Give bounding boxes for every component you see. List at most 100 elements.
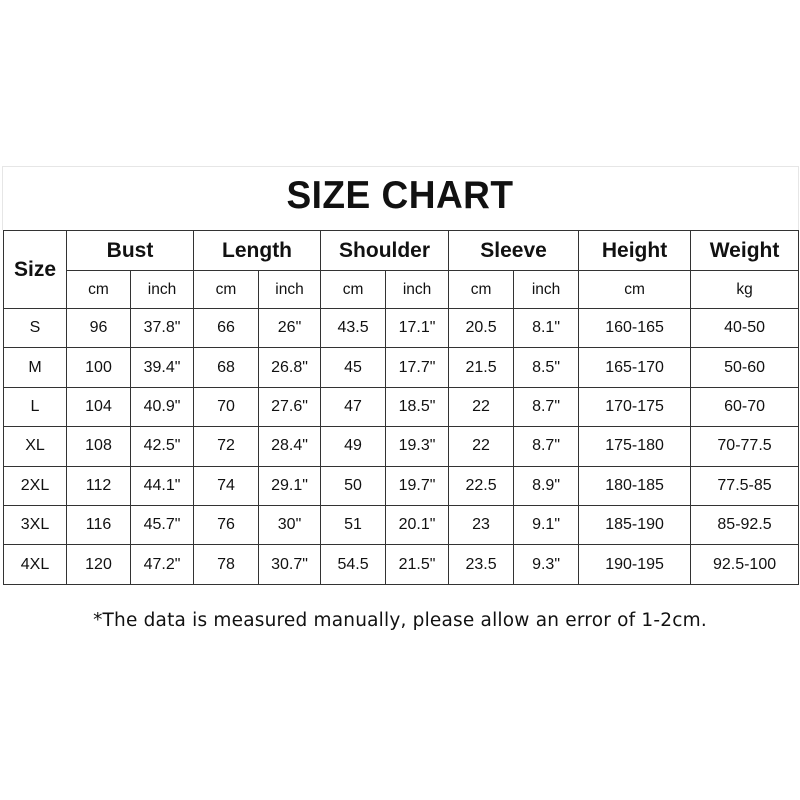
table-cell: 9.3" [513,544,580,585]
table-cell: 21.5" [385,544,450,585]
table-row: S 96 37.8" 66 26" 43.5 17.1" 20.5 8.1" 160-165 40-… [3,307,800,349]
table-cell: 8.7" [513,426,580,467]
table-cell: 45 [320,347,387,388]
table-cell: 104 [66,386,131,428]
table-cell: 18.5" [385,386,450,428]
unit-cell: cm [448,270,515,309]
table-cell: 20.5 [448,307,515,349]
table-cell: 40-50 [690,307,800,349]
table-body: S 96 37.8" 66 26" 43.5 17.1" 20.5 8.1" 160-165 40-… [3,307,800,585]
table-cell: 8.9" [513,465,580,506]
table-cell: 26.8" [258,347,322,388]
table-row: 2XL 112 44.1" 74 29.1" 50 19.7" 22.5 8.9" 180-185… [3,465,800,506]
table-cell: 39.4" [129,347,195,388]
table-cell: 49 [320,426,387,467]
table-cell: 170-175 [578,386,692,428]
header-row-units: cm inch cm inch cm inch cm inch cm kg [4,270,800,309]
table-cell: 100 [66,347,131,388]
header-row-groups: Size Bust Length Shoulder Sleeve Height … [3,230,800,309]
table-cell: 42.5" [129,426,195,467]
table-cell: 23 [448,504,515,546]
table-cell: 22.5 [448,465,515,506]
table-cell: 20.1" [385,504,450,546]
table-cell: 175-180 [578,426,692,467]
table-cell: 17.7" [385,347,450,388]
size-label-cell: 3XL [3,504,67,546]
table-cell: 19.7" [385,465,450,506]
table-cell: 29.1" [258,465,322,506]
table-cell: 17.1" [385,307,450,349]
header-bust: Bust [65,230,195,271]
table-cell: 85-92.5 [690,504,800,546]
table-cell: 50 [320,465,387,506]
table-cell: 22 [448,426,515,467]
size-label-cell: M [3,347,67,388]
table-cell: 8.7" [513,386,580,428]
size-label-cell: S [3,307,67,349]
table-cell: 66 [193,307,260,349]
table-cell: 30" [258,504,322,546]
table-row: L 104 40.9" 70 27.6" 47 18.5" 22 8.7" 170-175 60-7… [3,386,800,428]
table-cell: 22 [448,386,515,428]
table-cell: 96 [66,307,131,349]
table-cell: 160-165 [578,307,692,349]
title-box [2,166,799,230]
table-cell: 112 [66,465,131,506]
header-shoulder: Shoulder [320,230,450,271]
table-cell: 185-190 [578,504,692,546]
table-cell: 70 [193,386,260,428]
header-weight: Weight [690,230,800,271]
table-cell: 9.1" [513,504,580,546]
table-cell: 19.3" [385,426,450,467]
header-sleeve: Sleeve [448,230,580,271]
unit-cell: inch [258,270,322,309]
table-cell: 8.5" [513,347,580,388]
table-cell: 116 [66,504,131,546]
table-cell: 37.8" [129,307,195,349]
table-cell: 72 [193,426,260,467]
table-row: 4XL 120 47.2" 78 30.7" 54.5 21.5" 23.5 9.3" 190-1… [3,544,800,585]
table-cell: 40.9" [129,386,195,428]
table-row: XL 108 42.5" 72 28.4" 49 19.3" 22 8.7" 175-180 70-… [3,426,800,467]
table-cell: 54.5 [320,544,387,585]
unit-cell: inch [385,270,450,309]
table-cell: 180-185 [578,465,692,506]
table-cell: 51 [320,504,387,546]
table-cell: 68 [193,347,260,388]
size-label-cell: 4XL [3,544,67,585]
header-size: Size [3,230,67,309]
table-cell: 27.6" [258,386,322,428]
unit-cell: cm [320,270,387,309]
table-cell: 108 [66,426,131,467]
page-title: SIZE CHART [286,174,514,217]
table-row: M 100 39.4" 68 26.8" 45 17.7" 21.5 8.5" 165-170 50… [3,347,800,388]
table-cell: 50-60 [690,347,800,388]
table-cell: 190-195 [578,544,692,585]
table-cell: 21.5 [448,347,515,388]
header-height: Height [578,230,692,271]
table-cell: 8.1" [513,307,580,349]
table-cell: 45.7" [129,504,195,546]
table-cell: 47.2" [129,544,195,585]
size-chart-table: Size Bust Length Shoulder Sleeve Height … [3,230,800,585]
unit-cell: cm [193,270,260,309]
unit-cell: inch [513,270,580,309]
table-cell: 44.1" [129,465,195,506]
table-cell: 165-170 [578,347,692,388]
table-cell: 120 [66,544,131,585]
table-cell: 47 [320,386,387,428]
table-cell: 23.5 [448,544,515,585]
table-cell: 70-77.5 [690,426,800,467]
header-length: Length [193,230,322,271]
footnote: *The data is measured manually, please a… [93,610,707,631]
size-label-cell: XL [3,426,67,467]
table-row: 3XL 116 45.7" 76 30" 51 20.1" 23 9.1" 185-190 85-9… [3,504,800,546]
unit-cell: cm [578,270,692,309]
table-cell: 74 [193,465,260,506]
table-cell: 26" [258,307,322,349]
size-label-cell: 2XL [3,465,67,506]
table-cell: 28.4" [258,426,322,467]
table-cell: 30.7" [258,544,322,585]
unit-cell: kg [690,270,800,309]
size-label-cell: L [3,386,67,428]
